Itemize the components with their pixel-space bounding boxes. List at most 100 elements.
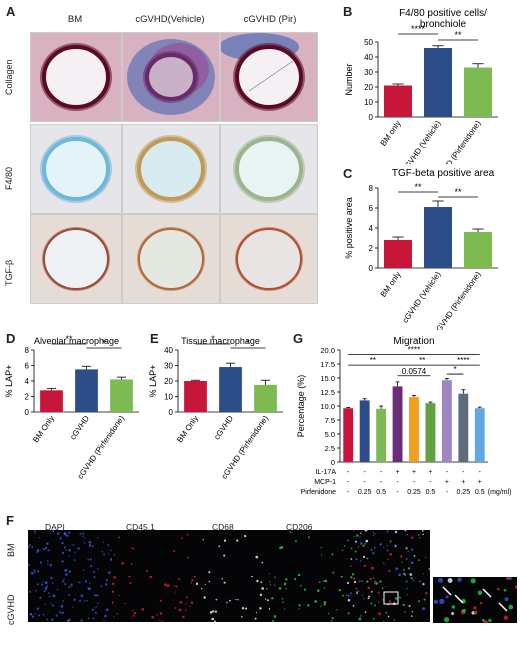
fluorescence-drawing	[28, 530, 112, 576]
cell-dot	[130, 563, 133, 565]
cell-dot	[323, 600, 327, 604]
cell-dot	[97, 602, 99, 605]
bar	[464, 232, 492, 268]
cell-dot	[79, 533, 82, 535]
cell-dot	[47, 592, 50, 594]
cell-dot	[447, 578, 453, 583]
cell-dot	[356, 534, 359, 537]
cell-dot	[235, 598, 237, 601]
cell-dot	[43, 590, 46, 593]
cell-dot	[350, 558, 353, 560]
bronchiole-lumen	[42, 137, 110, 201]
cell-dot	[405, 546, 408, 550]
cell-dot	[428, 567, 430, 571]
panel-label-b: B	[343, 4, 353, 19]
cell-dot	[303, 588, 307, 591]
cell-dot	[280, 546, 284, 549]
cell-dot	[358, 580, 361, 583]
cell-dot	[363, 564, 367, 568]
cell-dot	[298, 608, 300, 610]
cell-dot	[357, 545, 360, 548]
cell-dot	[388, 569, 391, 573]
cell-dot	[47, 549, 50, 552]
bar	[474, 408, 485, 462]
significance-label: **	[454, 187, 462, 197]
fluorescence-drawing	[113, 530, 190, 573]
cell-dot	[51, 618, 54, 621]
zoom-drawing	[433, 577, 517, 623]
cell-dot	[359, 560, 362, 562]
category-label: cGVHD (Vehicle)	[401, 270, 443, 325]
condition-value: -	[347, 479, 350, 486]
cell-dot	[66, 534, 69, 538]
cell-dot	[358, 617, 362, 621]
cell-dot	[65, 573, 68, 576]
cell-dot	[261, 587, 265, 590]
cell-dot	[44, 546, 48, 550]
cell-dot	[97, 568, 99, 570]
cell-dot	[82, 532, 85, 535]
cell-dot	[271, 596, 274, 600]
histology-col-pir: cGVHD (Pir)	[243, 14, 297, 25]
bar	[424, 48, 452, 117]
cell-dot	[418, 580, 421, 583]
histology-image	[30, 214, 122, 304]
condition-value: -	[446, 489, 449, 496]
cell-dot	[63, 532, 67, 535]
cell-dot	[340, 576, 344, 578]
bar	[392, 386, 403, 462]
cell-dot	[374, 533, 377, 535]
histology-drawing	[135, 135, 207, 203]
cell-dot	[320, 605, 322, 608]
fluorescence-image	[270, 530, 354, 576]
cell-dot	[158, 619, 160, 621]
cell-dot	[407, 550, 409, 553]
bar	[110, 379, 133, 412]
bronchiole-lumen	[236, 228, 302, 290]
cell-dot	[77, 547, 80, 550]
cell-dot	[104, 583, 108, 586]
cell-dot	[211, 618, 214, 621]
cell-dot	[379, 580, 382, 583]
cell-dot	[42, 548, 45, 551]
cell-dot	[331, 553, 334, 556]
cell-dot	[282, 601, 284, 603]
cell-dot	[68, 593, 71, 596]
cell-dot	[121, 562, 124, 565]
cell-dot	[72, 606, 74, 608]
cell-dot	[88, 540, 92, 544]
condition-value: -	[380, 479, 383, 486]
cell-dot	[370, 548, 373, 552]
cell-dot	[366, 580, 369, 583]
fluorescence-drawing	[29, 576, 109, 622]
cell-dot	[356, 591, 359, 594]
y-tick-label: 20	[164, 377, 173, 386]
cell-dot	[389, 552, 393, 556]
cell-dot	[346, 594, 348, 597]
cell-dot	[283, 608, 286, 610]
cell-dot	[362, 544, 365, 548]
histology-image	[122, 32, 220, 122]
cell-dot	[260, 581, 263, 584]
histology-drawing	[40, 135, 112, 203]
cell-dot	[462, 608, 466, 613]
cell-dot	[88, 544, 92, 547]
cell-dot	[30, 571, 34, 575]
cell-dot	[361, 580, 364, 583]
bronchiole-lumen	[137, 137, 205, 201]
cell-dot	[110, 549, 112, 552]
condition-value: -	[462, 469, 465, 476]
cell-dot	[382, 562, 385, 565]
cell-dot	[346, 539, 350, 542]
y-tick-label: 2	[369, 244, 374, 253]
cell-dot	[116, 612, 119, 615]
cell-dot	[196, 582, 199, 586]
fluorescence-zoom-inset	[432, 576, 518, 624]
cell-dot	[274, 584, 276, 586]
cell-dot	[341, 549, 344, 551]
cell-dot	[353, 580, 357, 584]
cell-dot	[51, 604, 55, 607]
cell-dot	[84, 537, 86, 539]
cell-dot	[93, 576, 96, 579]
condition-value: 0.5	[376, 489, 386, 496]
